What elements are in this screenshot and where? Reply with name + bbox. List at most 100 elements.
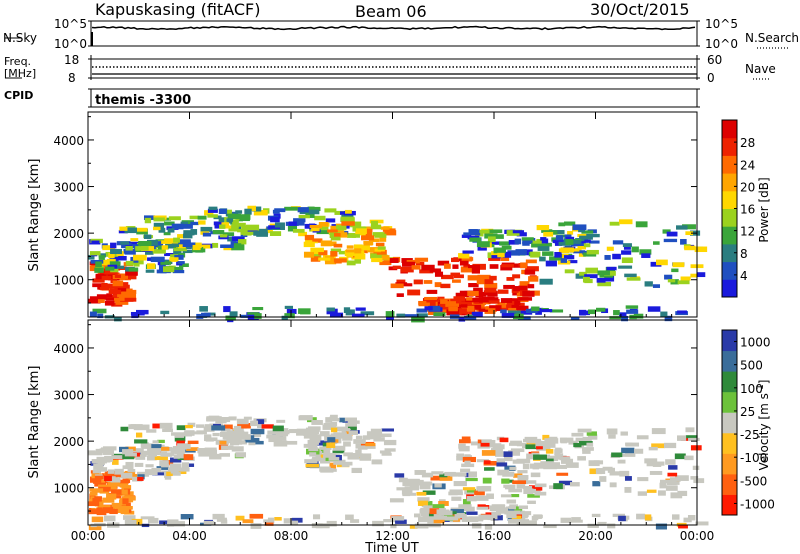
data-cell — [489, 305, 502, 312]
data-cell — [351, 467, 363, 474]
data-cell — [434, 271, 444, 277]
data-cell — [663, 442, 677, 449]
data-cell — [558, 480, 573, 486]
data-cell — [402, 481, 411, 487]
data-cell — [344, 250, 355, 257]
data-cell — [122, 465, 134, 470]
data-cell — [150, 449, 161, 455]
data-cell — [420, 517, 434, 522]
data-cell — [540, 461, 555, 465]
data-cell — [125, 461, 134, 468]
data-cell — [389, 498, 404, 503]
data-cell — [626, 277, 641, 281]
data-cell — [219, 431, 228, 437]
data-cell — [228, 227, 238, 232]
data-cell — [578, 309, 587, 316]
data-cell — [110, 248, 123, 255]
data-cell — [514, 238, 522, 245]
data-cell — [329, 312, 344, 318]
data-cell — [146, 429, 157, 433]
colorbar-swatch — [722, 494, 737, 516]
data-cell — [551, 230, 558, 235]
data-cell — [146, 263, 156, 269]
data-cell — [560, 247, 575, 253]
colorbar-swatch — [722, 155, 737, 174]
data-cell — [226, 438, 236, 444]
data-cell — [677, 490, 688, 497]
data-cell — [483, 460, 498, 466]
data-cell — [288, 221, 297, 226]
data-cell — [581, 230, 594, 234]
data-cell — [400, 266, 414, 273]
data-cell — [522, 290, 535, 297]
data-cell — [669, 477, 681, 482]
data-cell — [439, 475, 453, 481]
data-cell — [488, 256, 501, 261]
data-cell — [113, 493, 122, 499]
data-cell — [92, 308, 107, 314]
data-cell — [268, 437, 282, 443]
data-cell — [517, 316, 531, 321]
data-cell — [584, 274, 598, 279]
data-cell — [489, 264, 499, 269]
data-cell — [252, 306, 264, 311]
data-cell — [471, 522, 482, 529]
data-cell — [525, 266, 539, 272]
data-cell — [469, 237, 482, 242]
data-cell — [305, 239, 319, 244]
data-cell — [414, 470, 426, 475]
data-cell — [513, 313, 524, 320]
data-cell — [177, 261, 185, 265]
data-cell — [676, 225, 688, 230]
data-cell — [462, 456, 477, 463]
data-cell — [156, 269, 167, 274]
data-cell — [466, 305, 475, 312]
data-cell — [471, 267, 480, 274]
data-cell — [89, 296, 100, 301]
data-cell — [535, 446, 543, 450]
colorbar-swatch — [722, 190, 737, 209]
data-cell — [453, 481, 467, 487]
data-cell — [94, 475, 104, 480]
cpid-strip — [88, 88, 700, 108]
data-cell — [187, 422, 196, 427]
data-cell — [500, 494, 512, 498]
data-cell — [371, 459, 383, 465]
mhz-label: [MHz] — [4, 67, 37, 80]
data-cell — [250, 428, 265, 435]
data-cell — [497, 469, 510, 476]
power-x-ticks — [87, 112, 698, 317]
data-cell — [538, 242, 552, 247]
y-tick-label: 3000 — [53, 181, 84, 195]
data-cell — [315, 523, 330, 529]
noise-tick-right-top: 10^5 — [705, 17, 738, 31]
data-cell — [310, 256, 321, 262]
data-cell — [117, 288, 127, 292]
data-cell — [536, 225, 550, 231]
data-cell — [578, 228, 585, 233]
colorbar-tick-label: -25 — [740, 428, 760, 442]
data-cell — [577, 456, 586, 461]
data-cell — [94, 496, 103, 500]
data-cell — [384, 448, 396, 452]
data-cell — [493, 247, 506, 254]
data-cell — [347, 232, 356, 238]
data-cell — [495, 451, 506, 457]
data-cell — [108, 289, 122, 295]
data-cell — [639, 249, 652, 255]
data-cell — [207, 208, 218, 213]
data-cell — [89, 491, 98, 496]
data-cell — [684, 455, 694, 461]
data-cell — [212, 513, 225, 520]
data-cell — [649, 470, 663, 475]
data-cell — [362, 245, 370, 251]
data-cell — [499, 253, 511, 258]
data-cell — [204, 447, 217, 453]
data-cell — [354, 248, 362, 254]
data-cell — [134, 462, 144, 467]
x-tick-label: 12:00 — [375, 529, 410, 543]
data-cell — [183, 454, 194, 460]
data-cell — [198, 453, 212, 457]
freq-label: Freq. — [4, 55, 32, 68]
freq-nave-strip: 18 8 60 0 — [5, 53, 770, 85]
